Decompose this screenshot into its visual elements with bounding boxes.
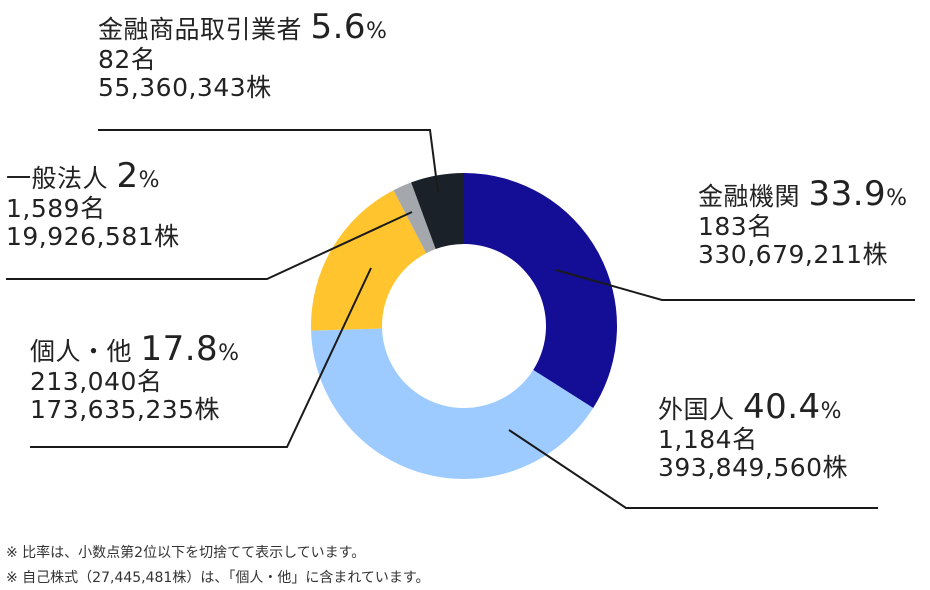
holder-count: 1,184名 bbox=[658, 425, 758, 455]
category-name: 金融機関 bbox=[698, 182, 801, 211]
label-foreigners: 外国人 40.4% 1,184名 393,849,560株 bbox=[658, 388, 848, 482]
share-count: 330,679,211株 bbox=[698, 240, 889, 270]
category-name: 外国人 bbox=[658, 395, 735, 424]
percent-value: 17.8 bbox=[140, 329, 219, 369]
leader-foreigners bbox=[508, 429, 878, 509]
label-corporations: 一般法人 2% 1,589名 19,926,581株 bbox=[6, 157, 180, 251]
label-individuals: 個人・他 17.8% 213,040名 173,635,235株 bbox=[30, 330, 240, 424]
label-securities-firms: 金融商品取引業者 5.6% 82名 55,360,343株 bbox=[98, 8, 387, 102]
slice-securities-firms bbox=[411, 173, 464, 250]
share-count: 19,926,581株 bbox=[6, 222, 180, 252]
holder-count: 213,040名 bbox=[30, 367, 163, 397]
percent-value: 2 bbox=[116, 156, 139, 196]
percent-unit: % bbox=[218, 341, 240, 366]
footnote-treasury-stock: ※ 自己株式（27,445,481株）は、「個人・他」に含まれています。 bbox=[6, 570, 430, 586]
percent-unit: % bbox=[366, 19, 388, 44]
share-count: 55,360,343株 bbox=[98, 73, 272, 103]
slice-financial-institutions bbox=[464, 173, 617, 408]
percent-unit: % bbox=[820, 399, 843, 424]
share-count: 393,849,560株 bbox=[658, 453, 849, 483]
holder-count: 82名 bbox=[98, 45, 157, 75]
slice-corporations bbox=[393, 182, 436, 254]
holder-count: 183名 bbox=[698, 212, 773, 242]
label-financial-institutions: 金融機関 33.9% 183名 330,679,211株 bbox=[698, 175, 908, 269]
percent-unit: % bbox=[138, 168, 161, 193]
percent-value: 5.6 bbox=[310, 7, 367, 47]
percent-unit: % bbox=[886, 186, 908, 211]
slice-foreigners bbox=[311, 328, 594, 480]
leader-financial-institutions bbox=[555, 269, 915, 301]
leader-corporations bbox=[6, 211, 413, 280]
footnote-rounding: ※ 比率は、小数点第2位以下を切捨てて表示しています。 bbox=[6, 545, 366, 561]
category-name: 個人・他 bbox=[30, 337, 133, 366]
slice-individuals bbox=[311, 190, 427, 331]
category-name: 金融商品取引業者 bbox=[98, 15, 303, 44]
holder-count: 1,589名 bbox=[6, 194, 106, 224]
percent-value: 40.4 bbox=[742, 387, 821, 427]
category-name: 一般法人 bbox=[6, 164, 109, 193]
leader-individuals bbox=[30, 267, 372, 448]
percent-value: 33.9 bbox=[808, 174, 887, 214]
leader-securities-firms bbox=[98, 129, 439, 193]
share-count: 173,635,235株 bbox=[30, 395, 221, 425]
